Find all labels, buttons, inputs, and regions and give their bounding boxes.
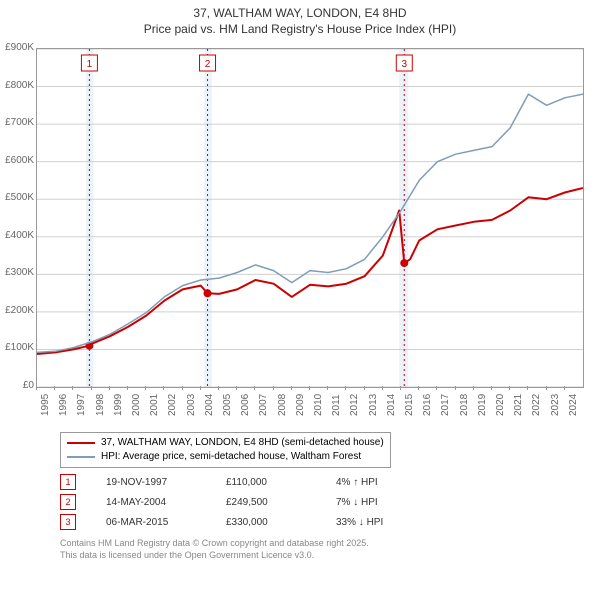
legend: 37, WALTHAM WAY, LONDON, E4 8HD (semi-de… (60, 432, 391, 468)
transaction-row: 3 06-MAR-2015£330,00033% ↓ HPI (60, 512, 456, 532)
transaction-table: 1 19-NOV-1997£110,0004% ↑ HPI 2 14-MAY-2004… (60, 472, 456, 532)
x-tick-label: 2024 (568, 394, 579, 416)
x-tick-label: 2015 (404, 394, 415, 416)
x-tick-label: 1998 (95, 394, 106, 416)
x-tick-label: 2001 (149, 394, 160, 416)
svg-text:1: 1 (87, 59, 93, 70)
x-tick-label: 2021 (513, 394, 524, 416)
x-tick-label: 2012 (349, 394, 360, 416)
transaction-hpi: 7% ↓ HPI (336, 497, 456, 508)
legend-item: 37, WALTHAM WAY, LONDON, E4 8HD (semi-de… (67, 436, 384, 450)
legend-swatch (67, 456, 95, 458)
y-tick-label: £900K (0, 42, 34, 53)
y-tick-label: £200K (0, 305, 34, 316)
x-tick-label: 2002 (167, 394, 178, 416)
x-tick-label: 2008 (277, 394, 288, 416)
x-tick-label: 2013 (368, 394, 379, 416)
x-tick-label: 2022 (531, 394, 542, 416)
y-tick-label: £400K (0, 230, 34, 241)
title-line2: Price paid vs. HM Land Registry's House … (0, 22, 600, 38)
x-tick-label: 2010 (313, 394, 324, 416)
x-tick-label: 2016 (422, 394, 433, 416)
x-tick-label: 2009 (295, 394, 306, 416)
svg-text:2: 2 (205, 59, 211, 70)
y-tick-label: £300K (0, 267, 34, 278)
credits-line1: Contains HM Land Registry data © Crown c… (60, 538, 369, 550)
x-tick-label: 2014 (386, 394, 397, 416)
chart-svg: 1 2 3 (37, 49, 583, 387)
legend-label: 37, WALTHAM WAY, LONDON, E4 8HD (semi-de… (101, 436, 384, 450)
x-tick-label: 1996 (58, 394, 69, 416)
title-block: 37, WALTHAM WAY, LONDON, E4 8HD Price pa… (0, 0, 600, 37)
chart-plot-area: 1 2 3 (36, 48, 584, 388)
x-tick-label: 2020 (495, 394, 506, 416)
transaction-price: £110,000 (226, 477, 336, 488)
transaction-date: 06-MAR-2015 (106, 517, 226, 528)
transaction-marker: 3 (60, 514, 76, 530)
x-tick-label: 2003 (186, 394, 197, 416)
x-tick-label: 2017 (440, 394, 451, 416)
credits: Contains HM Land Registry data © Crown c… (60, 538, 369, 561)
transaction-marker: 1 (60, 474, 76, 490)
transaction-date: 19-NOV-1997 (106, 477, 226, 488)
y-tick-label: £600K (0, 155, 34, 166)
y-tick-label: £800K (0, 80, 34, 91)
transaction-price: £330,000 (226, 517, 336, 528)
x-tick-label: 2011 (331, 394, 342, 416)
x-tick-label: 2023 (550, 394, 561, 416)
legend-swatch (67, 442, 95, 444)
transaction-row: 2 14-MAY-2004£249,5007% ↓ HPI (60, 492, 456, 512)
transaction-row: 1 19-NOV-1997£110,0004% ↑ HPI (60, 472, 456, 492)
transaction-marker: 2 (60, 494, 76, 510)
x-tick-label: 2018 (459, 394, 470, 416)
legend-label: HPI: Average price, semi-detached house,… (101, 450, 361, 464)
transaction-hpi: 4% ↑ HPI (336, 477, 456, 488)
y-tick-label: £100K (0, 342, 34, 353)
y-tick-label: £500K (0, 192, 34, 203)
chart-container: 37, WALTHAM WAY, LONDON, E4 8HD Price pa… (0, 0, 600, 590)
x-tick-label: 2000 (131, 394, 142, 416)
title-line1: 37, WALTHAM WAY, LONDON, E4 8HD (0, 6, 600, 22)
x-tick-label: 2004 (204, 394, 215, 416)
credits-line2: This data is licensed under the Open Gov… (60, 550, 369, 562)
y-tick-label: £0 (0, 380, 34, 391)
x-tick-label: 1997 (76, 394, 87, 416)
x-tick-label: 1999 (113, 394, 124, 416)
legend-item: HPI: Average price, semi-detached house,… (67, 450, 384, 464)
y-tick-label: £700K (0, 117, 34, 128)
x-tick-label: 2007 (258, 394, 269, 416)
x-tick-label: 2005 (222, 394, 233, 416)
transaction-hpi: 33% ↓ HPI (336, 517, 456, 528)
transaction-price: £249,500 (226, 497, 336, 508)
transaction-date: 14-MAY-2004 (106, 497, 226, 508)
x-tick-label: 1995 (40, 394, 51, 416)
x-tick-label: 2019 (477, 394, 488, 416)
x-tick-label: 2006 (240, 394, 251, 416)
svg-text:3: 3 (401, 59, 407, 70)
